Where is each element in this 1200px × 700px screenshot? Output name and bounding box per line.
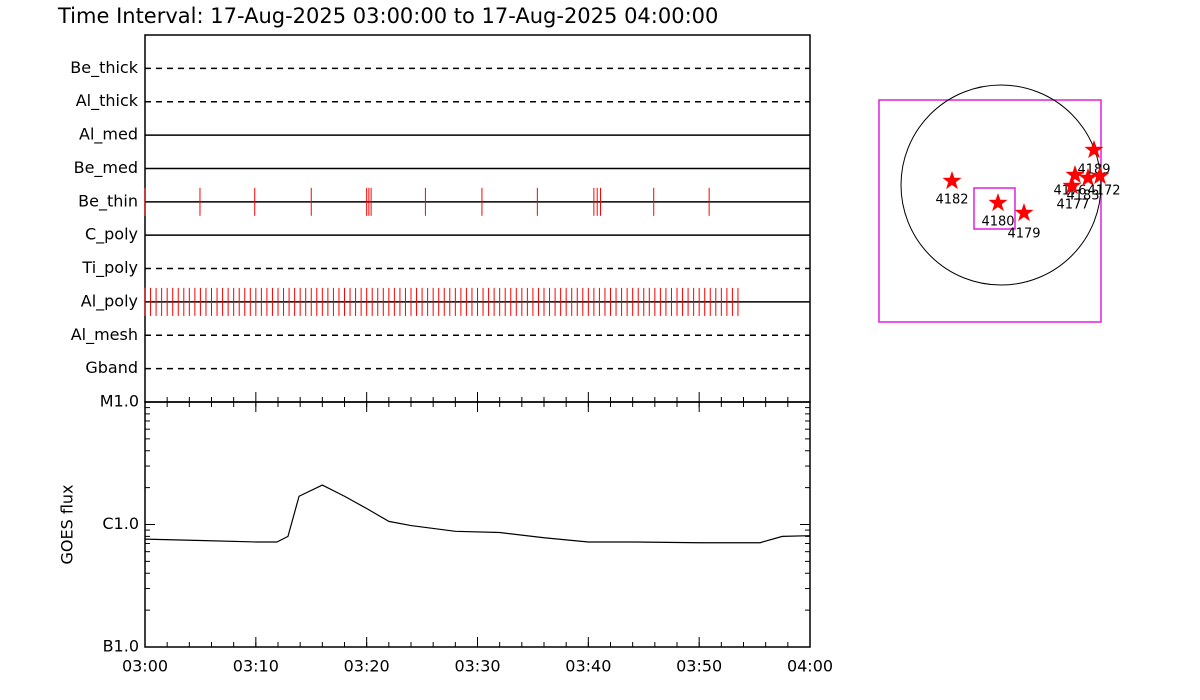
region-star: [1014, 203, 1034, 222]
row-label: Be_thick: [70, 58, 138, 78]
region-label: 4180: [981, 215, 1014, 230]
x-tick-label: 03:40: [565, 657, 611, 676]
row-label: Al_poly: [81, 291, 138, 311]
row-label: Be_med: [74, 158, 138, 178]
goes-line: [144, 484, 811, 544]
y-tick-label: C1.0: [102, 514, 139, 533]
region-star: [1090, 166, 1110, 185]
region-star: [942, 171, 962, 190]
row-label: Al_med: [79, 125, 138, 145]
x-tick-label: 03:20: [344, 657, 390, 676]
x-tick-label: 03:50: [676, 657, 722, 676]
y-axis-label: GOES flux: [58, 484, 77, 564]
map-frame: [878, 99, 1102, 323]
fov-box: [973, 187, 1016, 230]
row-label: Be_thin: [78, 191, 138, 211]
x-tick-label: 03:10: [233, 657, 279, 676]
region-label: 4183: [1066, 189, 1099, 204]
region-label: 4177: [1056, 198, 1089, 213]
row-label: Gband: [85, 358, 138, 377]
region-star: [1065, 165, 1085, 184]
region-label: 4172: [1087, 184, 1120, 199]
region-label: 4179: [1007, 227, 1040, 242]
y-tick-label: B1.0: [103, 637, 139, 656]
x-tick-label: 04:00: [787, 657, 833, 676]
region-star: [988, 193, 1008, 212]
row-label: Al_mesh: [71, 325, 138, 345]
y-tick-label: M1.0: [100, 392, 139, 411]
row-label: Al_thick: [76, 91, 139, 111]
row-label: C_poly: [85, 225, 138, 245]
row-label: Ti_poly: [81, 258, 138, 278]
region-star: [1084, 140, 1104, 159]
chart-title: Time Interval: 17-Aug-2025 03:00:00 to 1…: [57, 4, 718, 28]
x-tick-label: 03:00: [122, 657, 168, 676]
region-label: 4182: [935, 193, 968, 208]
region-star: [1078, 168, 1098, 187]
solar-disk: [900, 84, 1102, 286]
x-tick-label: 03:30: [454, 657, 500, 676]
region-star: [1062, 176, 1082, 195]
